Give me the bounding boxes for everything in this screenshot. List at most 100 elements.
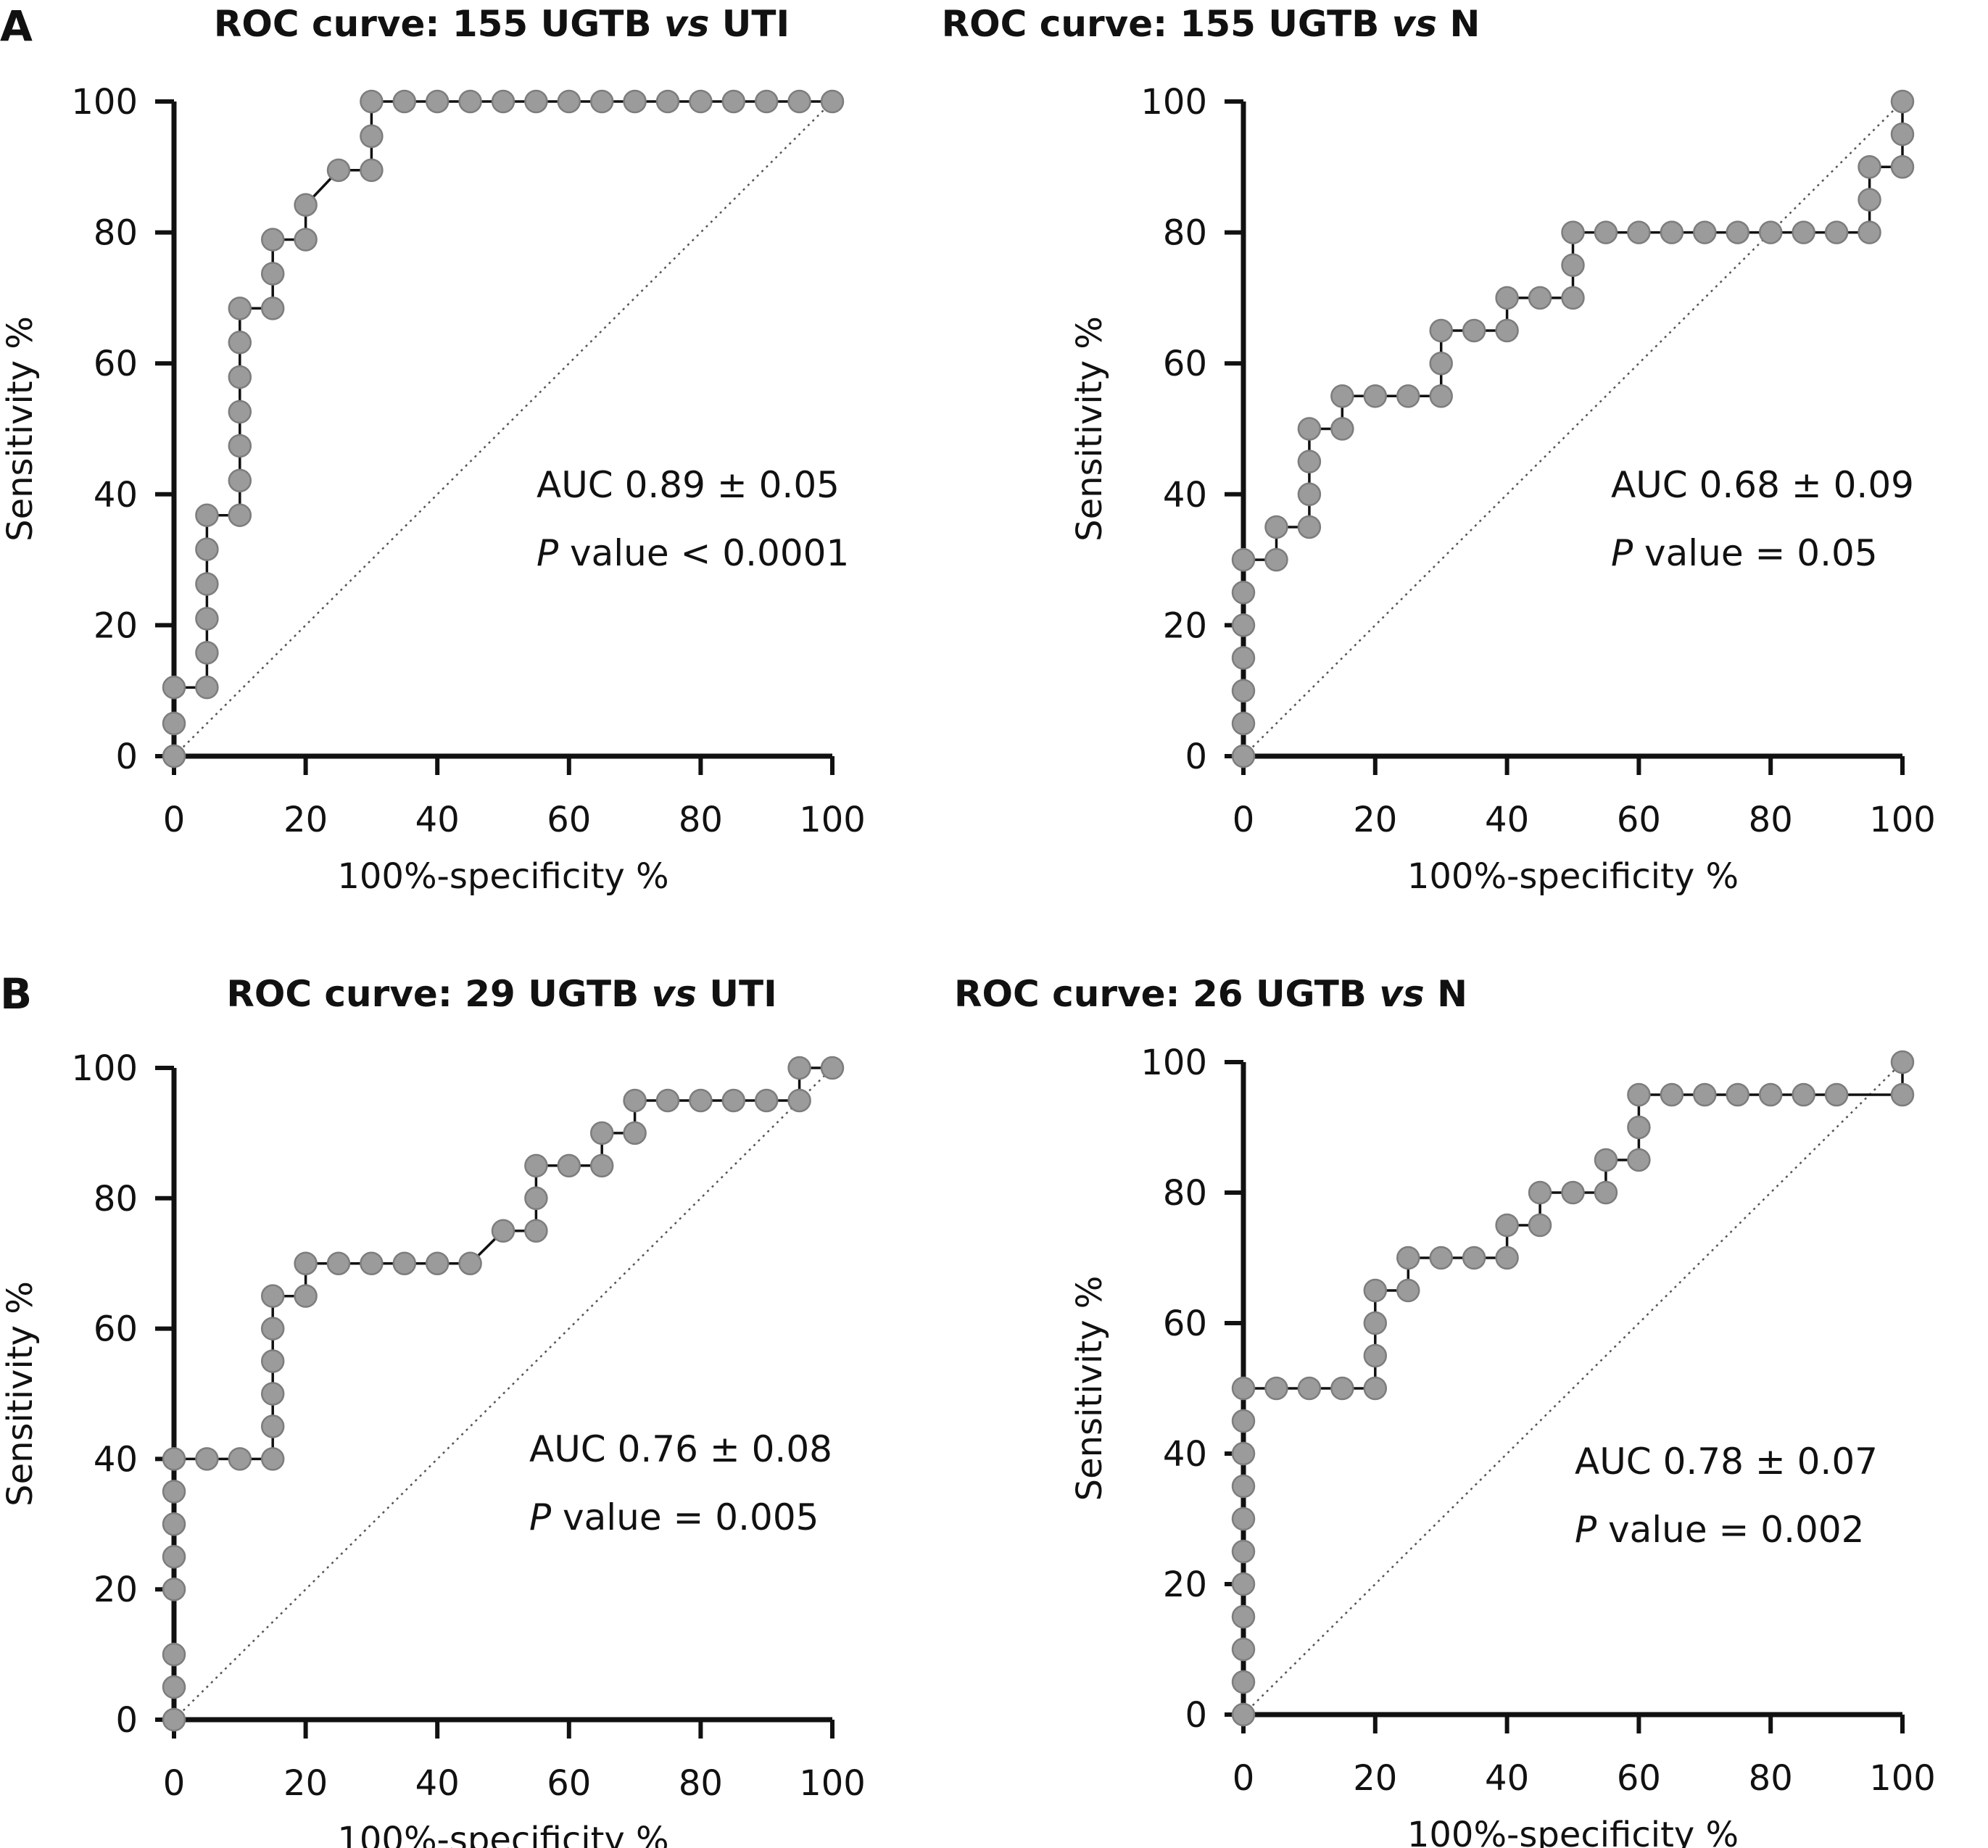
roc-point <box>162 1447 186 1471</box>
chart-title: ROC curve: 29 UGTB vs UTI <box>226 973 776 1015</box>
roc-point <box>260 1317 285 1341</box>
panel-letter-b: B <box>0 969 32 1019</box>
y-tick-label: 100 <box>71 1048 138 1089</box>
roc-point <box>1231 744 1256 768</box>
panel-letter-a: A <box>0 1 33 51</box>
roc-point <box>1594 1180 1618 1205</box>
roc-point <box>360 1251 384 1275</box>
roc-point <box>162 1545 186 1569</box>
roc-point <box>1857 220 1881 244</box>
reference-diagonal <box>1243 1061 1903 1715</box>
roc-point <box>162 744 186 768</box>
y-tick-label: 80 <box>1163 1173 1207 1214</box>
roc-point <box>787 1088 811 1113</box>
x-tick-label: 0 <box>1233 800 1255 840</box>
y-axis-label: Sensitivity % <box>0 316 41 542</box>
roc-point <box>260 1284 285 1308</box>
x-tick-label: 100 <box>1869 1758 1936 1799</box>
roc-point <box>458 1251 482 1275</box>
roc-point <box>1231 1637 1256 1662</box>
reference-diagonal <box>1243 101 1903 757</box>
y-tick-label: 80 <box>94 1179 138 1219</box>
roc-point <box>1495 286 1519 310</box>
roc-point <box>1297 449 1322 473</box>
roc-point <box>524 89 548 114</box>
roc-point <box>1726 1082 1749 1107</box>
roc-curve-line <box>1242 1062 1904 1715</box>
p-symbol: P <box>529 1496 552 1538</box>
p-value-text: value = 0.05 <box>1633 532 1877 574</box>
roc-point <box>1231 679 1256 703</box>
roc-point <box>1231 1539 1256 1564</box>
roc-point <box>1231 1702 1256 1727</box>
roc-point <box>1857 188 1881 212</box>
x-tick-label: 60 <box>547 1763 591 1804</box>
roc-point <box>425 89 450 114</box>
roc-point <box>1890 155 1915 179</box>
x-tick-label: 40 <box>1485 1758 1529 1799</box>
y-tick-label: 40 <box>94 475 138 515</box>
roc-point <box>294 193 318 217</box>
roc-point <box>1297 515 1322 539</box>
title-part: ROC curve: 26 UGTB <box>954 973 1379 1015</box>
roc-point <box>228 503 252 527</box>
roc-point <box>1726 220 1749 244</box>
roc-point <box>1528 286 1552 310</box>
y-axis-label: Sensitivity % <box>1069 316 1110 542</box>
roc-point <box>162 1675 186 1699</box>
x-tick-label: 20 <box>1353 800 1397 840</box>
roc-point <box>589 1153 614 1178</box>
roc-point <box>1890 89 1915 114</box>
roc-point <box>1627 1115 1651 1140</box>
roc-point <box>787 1056 811 1080</box>
roc-point <box>1396 1246 1420 1270</box>
roc-point <box>1429 1246 1453 1270</box>
roc-point <box>1264 1376 1288 1401</box>
roc-point <box>162 1512 186 1536</box>
x-tick-label: 0 <box>163 800 186 840</box>
roc-point <box>294 228 318 252</box>
x-tick-label: 80 <box>679 800 723 840</box>
roc-point <box>260 1447 285 1471</box>
roc-point <box>1792 1082 1815 1107</box>
roc-point <box>1396 1278 1420 1303</box>
roc-point <box>1231 1441 1256 1466</box>
roc-point <box>1890 122 1915 146</box>
roc-point <box>623 1088 647 1113</box>
x-axis-label: 100%-specificity % <box>337 856 668 897</box>
p-value-annotation: P value < 0.0001 <box>537 532 849 574</box>
roc-point <box>524 1186 548 1211</box>
roc-point <box>721 89 746 114</box>
x-tick-label: 40 <box>415 1763 460 1804</box>
roc-point <box>228 468 252 493</box>
roc-point <box>754 89 779 114</box>
roc-point <box>1594 220 1618 244</box>
x-tick-label: 80 <box>1749 1758 1793 1799</box>
roc-point <box>1231 1670 1256 1694</box>
roc-point <box>1363 384 1388 408</box>
x-tick-label: 80 <box>679 1763 723 1804</box>
roc-point <box>1264 547 1288 572</box>
p-symbol: P <box>1611 532 1633 574</box>
roc-point <box>1561 253 1585 277</box>
roc-point <box>787 89 811 114</box>
roc-point <box>1561 1180 1585 1205</box>
x-tick-label: 20 <box>283 800 328 840</box>
y-tick-label: 0 <box>115 737 138 777</box>
roc-point <box>162 1480 186 1504</box>
roc-point <box>1231 646 1256 670</box>
roc-chart-3: ROC curve: 29 UGTB vs UTI 0 20 40 60 80 100 0 20… <box>0 973 866 1848</box>
y-tick-label: 60 <box>1163 1304 1207 1344</box>
x-tick-label: 60 <box>547 800 591 840</box>
title-part: ROC curve: 155 UGTB <box>214 3 664 45</box>
auc-annotation: AUC 0.68 ± 0.09 <box>1611 464 1914 506</box>
roc-point <box>1693 1082 1717 1107</box>
roc-point <box>1857 155 1881 179</box>
roc-point <box>491 1219 515 1243</box>
roc-point <box>1528 1213 1552 1238</box>
roc-point <box>1231 1604 1256 1629</box>
x-tick-label: 60 <box>1617 800 1661 840</box>
roc-point <box>392 1251 417 1275</box>
title-part: UTI <box>697 973 777 1015</box>
